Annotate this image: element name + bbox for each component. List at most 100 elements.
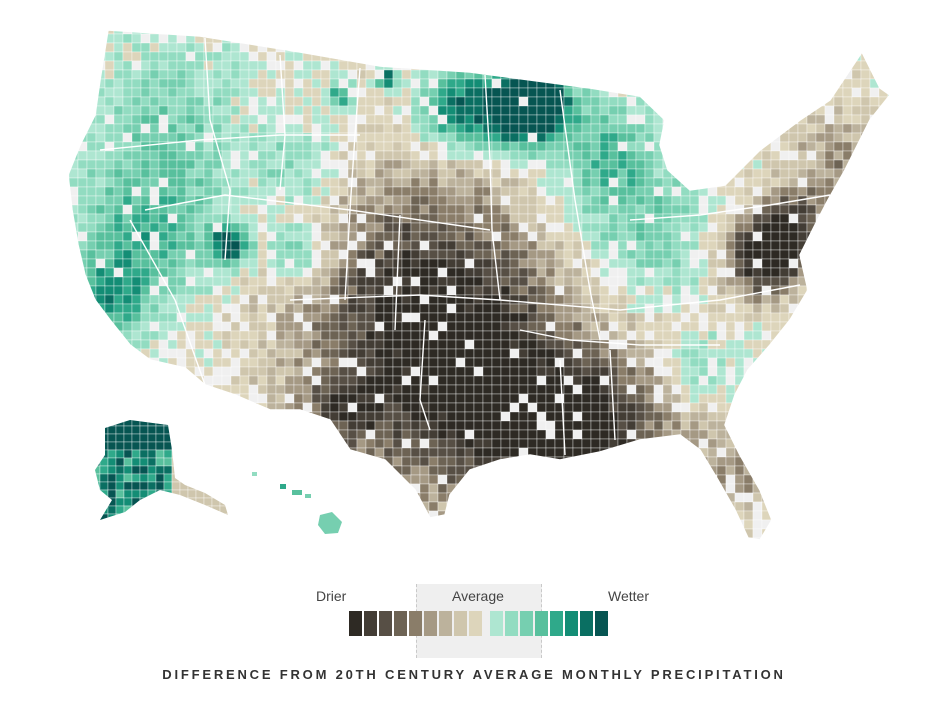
map-region-cell — [473, 42, 484, 53]
map-region-cell — [545, 474, 556, 485]
map-region-cell — [266, 429, 277, 440]
map-region-cell — [311, 285, 322, 296]
map-region-cell — [689, 96, 700, 107]
map-region-cell — [167, 78, 178, 89]
map-region-cell — [788, 60, 799, 71]
map-region-cell — [662, 96, 673, 107]
map-region-cell — [185, 177, 196, 188]
map-region-cell — [752, 267, 763, 278]
map-region-cell — [311, 159, 322, 170]
map-region-cell — [626, 384, 637, 395]
map-region-cell — [842, 330, 853, 341]
map-region-cell — [140, 375, 151, 386]
map-region-cell — [329, 33, 340, 44]
map-region-cell — [365, 393, 376, 404]
map-region-cell — [68, 456, 79, 467]
map-region-cell — [806, 33, 817, 44]
map-region-cell — [239, 222, 250, 233]
map-region-cell — [419, 267, 430, 278]
map-region-cell — [401, 357, 412, 368]
map-region-cell — [185, 501, 196, 512]
map-region-cell — [383, 33, 394, 44]
map-region-cell — [284, 285, 295, 296]
map-region-cell — [599, 204, 610, 215]
map-region-cell — [716, 213, 727, 224]
map-region-cell — [851, 384, 862, 395]
map-region-cell — [527, 123, 538, 134]
map-region-cell — [131, 96, 142, 107]
map-region-cell — [347, 474, 358, 485]
map-region-cell — [815, 60, 826, 71]
map-region-cell — [257, 276, 268, 287]
map-region-cell — [122, 321, 133, 332]
map-region-cell — [347, 411, 358, 422]
map-region-cell — [284, 78, 295, 89]
map-region-cell — [734, 492, 745, 503]
map-region-cell — [77, 123, 88, 134]
map-region-cell — [842, 321, 853, 332]
map-region-cell — [788, 33, 799, 44]
map-region-cell — [203, 267, 214, 278]
map-region-cell — [221, 96, 232, 107]
map-region-cell — [275, 321, 286, 332]
map-region-cell — [806, 87, 817, 98]
map-region-cell — [95, 249, 106, 260]
map-region-cell — [464, 357, 475, 368]
map-region-cell — [563, 483, 574, 494]
map-region-cell — [581, 474, 592, 485]
map-region-cell — [491, 249, 502, 260]
map-region-cell — [401, 141, 412, 152]
map-region-cell — [194, 429, 205, 440]
map-region-cell — [500, 132, 511, 143]
map-region-cell — [293, 69, 304, 80]
map-region-cell — [266, 276, 277, 287]
map-region-cell — [338, 411, 349, 422]
map-region-cell — [302, 204, 313, 215]
map-region-cell — [455, 96, 466, 107]
map-region-cell — [897, 169, 906, 178]
map-region-cell — [680, 249, 691, 260]
map-region-cell — [545, 186, 556, 197]
map-region-cell — [275, 87, 286, 98]
map-region-cell — [212, 42, 223, 53]
map-region-cell — [68, 33, 79, 44]
map-region-cell — [572, 312, 583, 323]
map-region-cell — [527, 321, 538, 332]
map-region-cell — [311, 267, 322, 278]
map-region-cell — [356, 51, 367, 62]
map-region-cell — [320, 429, 331, 440]
map-region-cell — [806, 114, 817, 125]
map-region-cell — [149, 402, 160, 413]
map-region-cell — [446, 168, 457, 179]
map-region-cell — [266, 240, 277, 251]
map-region-cell — [158, 159, 169, 170]
map-region-cell — [221, 78, 232, 89]
map-region-cell — [797, 312, 808, 323]
map-region-cell — [86, 330, 97, 341]
map-region-cell — [635, 384, 646, 395]
map-region-cell — [374, 132, 385, 143]
map-region-cell — [500, 429, 511, 440]
map-region-cell — [329, 348, 340, 359]
map-region-cell — [86, 177, 97, 188]
map-region-cell — [455, 123, 466, 134]
map-region-cell — [707, 123, 718, 134]
map-region-cell — [248, 69, 259, 80]
map-region-cell — [473, 330, 484, 341]
map-region-cell — [662, 492, 673, 503]
map-region-cell — [599, 366, 610, 377]
map-region-cell — [302, 159, 313, 170]
map-region-cell — [897, 151, 906, 160]
map-region-cell — [374, 420, 385, 431]
map-region-cell — [680, 276, 691, 287]
map-region-cell — [842, 132, 853, 143]
map-region-cell — [167, 330, 178, 341]
map-region-cell — [167, 276, 178, 287]
map-region-cell — [149, 348, 160, 359]
map-region-cell — [878, 357, 889, 368]
map-region-cell — [68, 150, 70, 161]
map-region-cell — [68, 474, 79, 485]
map-region-cell — [320, 465, 331, 476]
map-region-cell — [545, 276, 556, 287]
map-region-cell — [860, 78, 871, 89]
